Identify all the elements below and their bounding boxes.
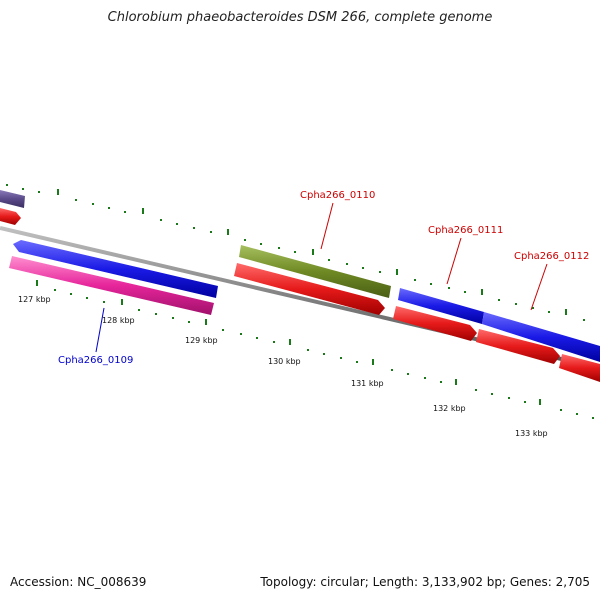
kbp-label: 132 kbp xyxy=(433,404,466,413)
accession-text: Accession: NC_008639 xyxy=(10,575,147,589)
gene-label-leader xyxy=(530,263,548,311)
gene-red-left[interactable] xyxy=(0,208,21,225)
kbp-label: 131 kbp xyxy=(351,379,384,388)
inner-tick-track xyxy=(36,280,594,419)
gene-label-0109[interactable]: Cpha266_0109 xyxy=(58,355,133,366)
gene-label-leader xyxy=(446,237,462,285)
kbp-label: 129 kbp xyxy=(185,336,218,345)
kbp-label: 128 kbp xyxy=(102,316,135,325)
gene-olive-0110[interactable] xyxy=(239,245,391,298)
gene-red-right[interactable] xyxy=(559,354,600,382)
kbp-label: 127 kbp xyxy=(18,295,51,304)
gene-magenta-0109[interactable] xyxy=(9,256,214,315)
gene-purple-left[interactable] xyxy=(0,190,25,208)
kbp-label: 130 kbp xyxy=(268,357,301,366)
gene-blue-0112[interactable] xyxy=(482,312,600,362)
gene-label-leader xyxy=(320,202,334,250)
gene-red-0112[interactable] xyxy=(476,329,560,364)
kbp-label: 133 kbp xyxy=(515,429,548,438)
gene-label-leader xyxy=(95,307,105,353)
gene-blue-0111[interactable] xyxy=(398,288,484,324)
gene-label-0112[interactable]: Cpha266_0112 xyxy=(514,251,589,262)
genome-summary-text: Topology: circular; Length: 3,133,902 bp… xyxy=(260,575,590,589)
gene-blue-0109[interactable] xyxy=(13,240,218,298)
gene-red-0111[interactable] xyxy=(393,306,477,341)
map-title: Chlorobium phaeobacteroides DSM 266, com… xyxy=(107,10,493,25)
gene-label-0111[interactable]: Cpha266_0111 xyxy=(428,225,503,236)
gene-red-0110[interactable] xyxy=(234,263,385,315)
gene-label-0110[interactable]: Cpha266_0110 xyxy=(300,190,375,201)
outer-tick-track xyxy=(6,184,585,321)
